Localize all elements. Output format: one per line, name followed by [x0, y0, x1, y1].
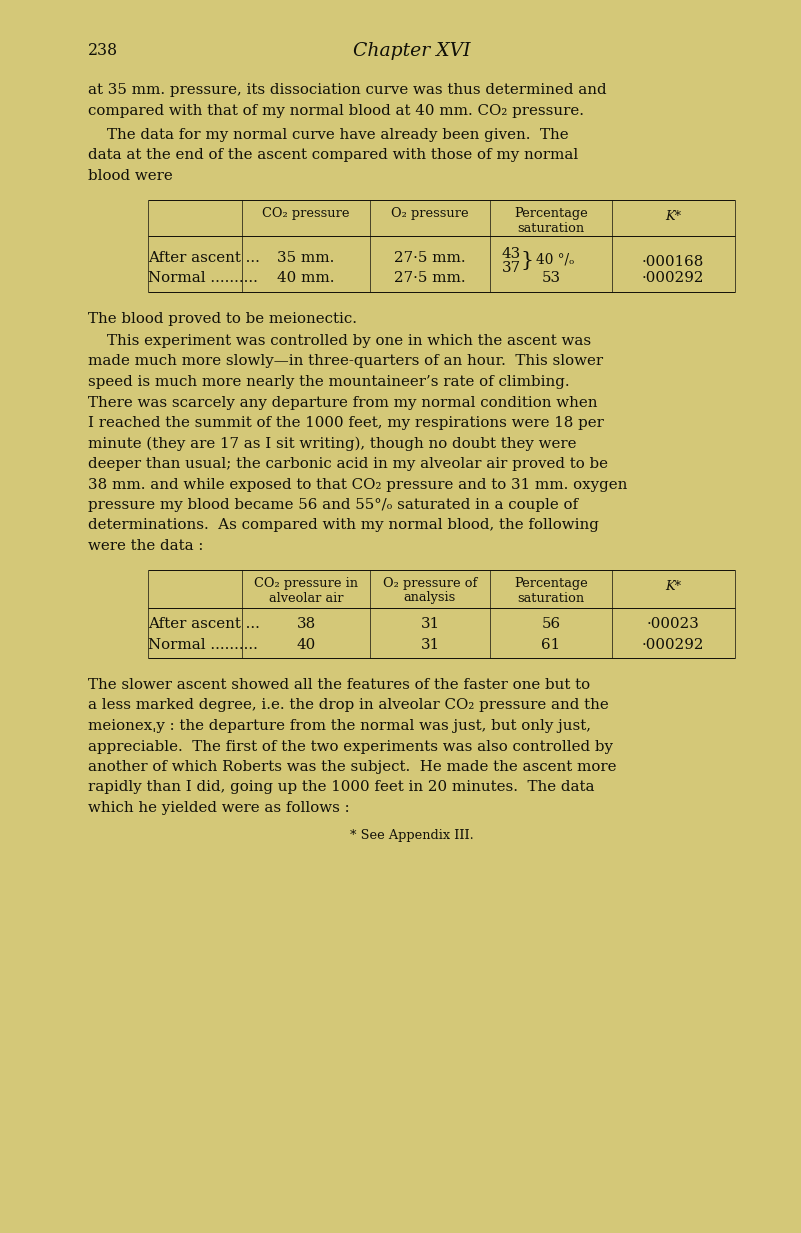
Text: ·000292: ·000292 — [642, 637, 704, 652]
Text: The blood proved to be meionectic.: The blood proved to be meionectic. — [88, 312, 357, 326]
Text: 40 mm.: 40 mm. — [277, 271, 335, 286]
Text: ·000292: ·000292 — [642, 271, 704, 286]
Text: 37: 37 — [502, 261, 521, 275]
Text: After ascent ...: After ascent ... — [148, 618, 260, 631]
Text: K*: K* — [665, 211, 681, 223]
Text: K*: K* — [665, 581, 681, 593]
Text: 38 mm. and while exposed to that CO₂ pressure and to 31 mm. oxygen: 38 mm. and while exposed to that CO₂ pre… — [88, 477, 627, 492]
Text: 27·5 mm.: 27·5 mm. — [394, 252, 466, 265]
Text: alveolar air: alveolar air — [269, 592, 344, 604]
Text: The slower ascent showed all the features of the faster one but to: The slower ascent showed all the feature… — [88, 678, 590, 692]
Text: appreciable.  The first of the two experiments was also controlled by: appreciable. The first of the two experi… — [88, 740, 613, 753]
Text: a less marked degree, i.e. the drop in alveolar CO₂ pressure and the: a less marked degree, i.e. the drop in a… — [88, 699, 609, 713]
Text: This experiment was controlled by one in which the ascent was: This experiment was controlled by one in… — [88, 334, 591, 348]
Text: data at the end of the ascent compared with those of my normal: data at the end of the ascent compared w… — [88, 148, 578, 163]
Text: determinations.  As compared with my normal blood, the following: determinations. As compared with my norm… — [88, 519, 599, 533]
Text: speed is much more nearly the mountaineer’s rate of climbing.: speed is much more nearly the mountainee… — [88, 375, 570, 388]
Text: 27·5 mm.: 27·5 mm. — [394, 271, 466, 286]
Text: 238: 238 — [88, 42, 118, 59]
Text: 31: 31 — [421, 637, 440, 652]
Text: * See Appendix III.: * See Appendix III. — [349, 830, 473, 842]
Text: made much more slowly—in three-quarters of an hour.  This slower: made much more slowly—in three-quarters … — [88, 355, 603, 369]
Text: saturation: saturation — [517, 592, 585, 604]
Text: blood were: blood were — [88, 169, 173, 182]
Text: Percentage: Percentage — [514, 207, 588, 221]
Text: There was scarcely any departure from my normal condition when: There was scarcely any departure from my… — [88, 396, 598, 409]
Text: compared with that of my normal blood at 40 mm. CO₂ pressure.: compared with that of my normal blood at… — [88, 104, 584, 117]
Text: deeper than usual; the carbonic acid in my alveolar air proved to be: deeper than usual; the carbonic acid in … — [88, 457, 608, 471]
Text: O₂ pressure: O₂ pressure — [391, 207, 469, 221]
Text: 40: 40 — [296, 637, 316, 652]
Text: were the data :: were the data : — [88, 539, 203, 552]
Text: analysis: analysis — [404, 592, 456, 604]
Text: After ascent ...: After ascent ... — [148, 252, 260, 265]
Text: O₂ pressure of: O₂ pressure of — [383, 577, 477, 591]
Text: meionexˌy : the departure from the normal was just, but only just,: meionexˌy : the departure from the norma… — [88, 719, 591, 732]
Text: 31: 31 — [421, 618, 440, 631]
Text: pressure my blood became 56 and 55°/ₒ saturated in a couple of: pressure my blood became 56 and 55°/ₒ sa… — [88, 498, 578, 512]
Text: 61: 61 — [541, 637, 561, 652]
Text: I reached the summit of the 1000 feet, my respirations were 18 per: I reached the summit of the 1000 feet, m… — [88, 416, 604, 430]
Text: 35 mm.: 35 mm. — [277, 252, 335, 265]
Text: saturation: saturation — [517, 222, 585, 234]
Text: another of which Roberts was the subject.  He made the ascent more: another of which Roberts was the subject… — [88, 760, 617, 774]
Text: }: } — [520, 250, 533, 270]
Text: minute (they are 17 as I sit writing), though no doubt they were: minute (they are 17 as I sit writing), t… — [88, 436, 577, 451]
Text: Chapter XVI: Chapter XVI — [352, 42, 470, 60]
Text: CO₂ pressure: CO₂ pressure — [262, 207, 350, 221]
Text: ·000168: ·000168 — [642, 255, 704, 270]
Text: 53: 53 — [541, 271, 561, 286]
Text: ·00023: ·00023 — [646, 618, 699, 631]
Text: 38: 38 — [296, 618, 316, 631]
Text: 43: 43 — [502, 248, 521, 261]
Text: CO₂ pressure in: CO₂ pressure in — [254, 577, 358, 591]
Text: Normal ..........: Normal .......... — [148, 637, 258, 652]
Text: The data for my normal curve have already been given.  The: The data for my normal curve have alread… — [88, 128, 569, 142]
Text: rapidly than I did, going up the 1000 feet in 20 minutes.  The data: rapidly than I did, going up the 1000 fe… — [88, 780, 594, 794]
Text: 56: 56 — [541, 618, 561, 631]
Text: 40 °/ₒ: 40 °/ₒ — [536, 253, 574, 266]
Text: at 35 mm. pressure, its dissociation curve was thus determined and: at 35 mm. pressure, its dissociation cur… — [88, 83, 606, 97]
Text: Percentage: Percentage — [514, 577, 588, 591]
Text: Normal ..........: Normal .......... — [148, 271, 258, 286]
Text: which he yielded were as follows :: which he yielded were as follows : — [88, 801, 349, 815]
